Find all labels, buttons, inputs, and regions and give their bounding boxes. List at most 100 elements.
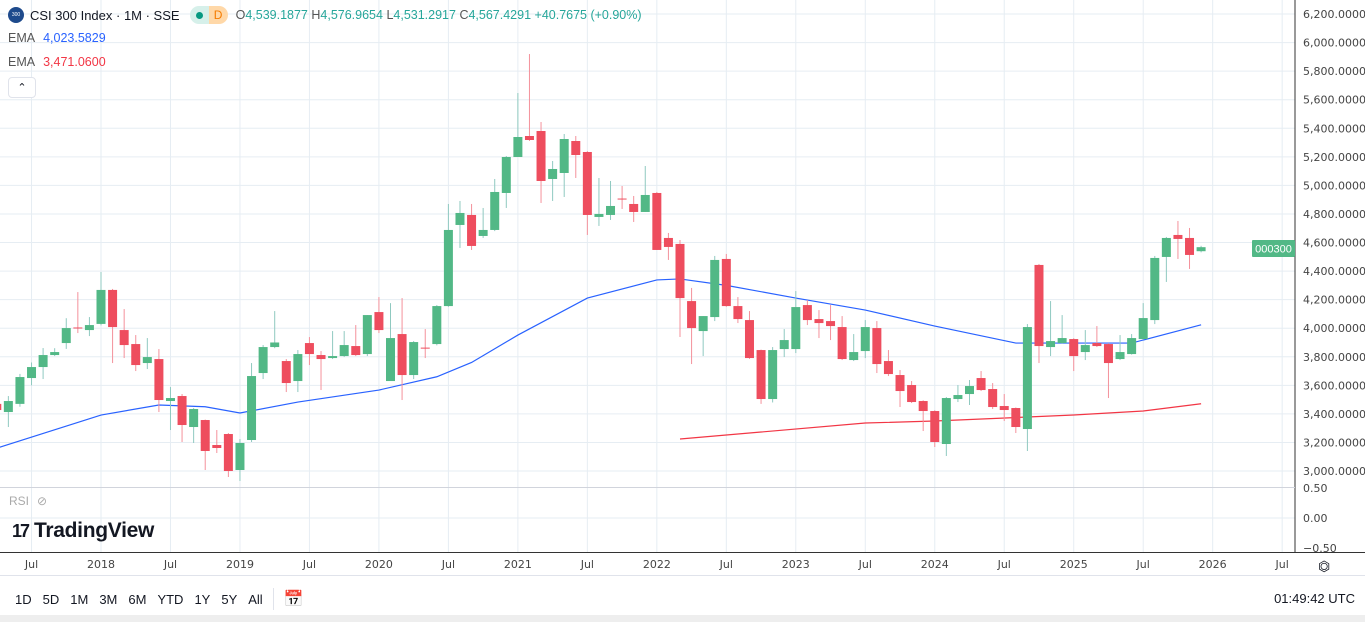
price-tick-label: 6,200.0000	[1303, 8, 1365, 21]
candle	[316, 351, 326, 391]
ema-legend-1[interactable]: EMA 4,023.5829	[8, 31, 106, 45]
symbol-title[interactable]: CSI 300 Index · 1M · SSE	[30, 7, 180, 23]
candle-body	[1138, 318, 1148, 340]
candle-body	[617, 198, 627, 200]
candle	[814, 310, 824, 339]
candle-body	[779, 340, 789, 350]
range-buttons: 1D 5D 1M 3M 6M YTD 1Y 5Y All	[15, 592, 263, 607]
eye-hidden-icon[interactable]: ⊘	[37, 494, 48, 508]
candle-body	[339, 345, 349, 357]
candle	[1138, 303, 1148, 340]
candle-body	[177, 396, 187, 426]
range-button-5y[interactable]: 5Y	[221, 591, 238, 607]
price-tick-label: 5,200.0000	[1303, 151, 1365, 164]
candle-body	[304, 343, 314, 355]
candle-body	[513, 137, 523, 157]
candle-body	[455, 212, 465, 225]
candle-body	[872, 328, 882, 365]
candle	[1057, 315, 1067, 344]
candle-body	[1127, 338, 1137, 355]
candle-body	[247, 376, 257, 441]
candle-body	[212, 445, 222, 449]
candle-body	[1046, 341, 1056, 348]
candle-body	[258, 347, 268, 374]
collapse-legend-button[interactable]: ⌃	[8, 77, 36, 98]
rsi-legend[interactable]: RSI ⊘	[9, 494, 48, 508]
candle-body	[663, 237, 673, 247]
candle	[73, 292, 83, 334]
price-tick-label: 5,600.0000	[1303, 94, 1365, 107]
range-button-5d[interactable]: 5D	[42, 591, 60, 607]
candle-body	[270, 342, 280, 348]
candle	[524, 54, 534, 141]
candle	[374, 297, 384, 334]
price-tick-label: 5,400.0000	[1303, 122, 1365, 135]
candle	[1080, 330, 1090, 361]
market-status[interactable]: D	[189, 6, 228, 24]
candle-body	[374, 312, 384, 331]
candle	[443, 203, 453, 307]
candle	[1069, 338, 1079, 372]
candle	[953, 385, 963, 403]
candle-body	[1080, 345, 1090, 353]
time-tick-label: Jul	[302, 558, 316, 571]
candle	[212, 430, 222, 454]
candle-body	[131, 344, 141, 366]
candle-body	[1185, 237, 1195, 255]
candle-body	[281, 361, 291, 384]
candle	[698, 316, 708, 357]
rsi-tick-label: 0.50	[1303, 482, 1328, 495]
candle-body	[941, 398, 951, 445]
symbol-legend: 300 CSI 300 Index · 1M · SSE D O4,539.18…	[8, 6, 642, 24]
candle	[235, 439, 245, 481]
candle	[386, 303, 395, 382]
candle-body	[895, 375, 905, 392]
candle-body	[536, 131, 546, 181]
candle	[15, 373, 25, 407]
go-to-date-icon[interactable]: 📅	[283, 591, 304, 608]
candle-body	[953, 395, 963, 400]
price-tick-label: 4,800.0000	[1303, 208, 1365, 221]
candle-body	[826, 321, 836, 327]
chart-settings-icon[interactable]: ⏣	[1318, 558, 1331, 574]
symbol-logo: 300	[8, 7, 24, 23]
candle	[432, 305, 442, 346]
candle	[362, 315, 372, 357]
candle	[177, 394, 187, 443]
candle	[165, 387, 175, 431]
range-button-1y[interactable]: 1Y	[194, 591, 211, 607]
price-axis[interactable]: 6,200.0000 6,000.0000 5,800.0000 5,600.0000…	[1303, 8, 1365, 555]
ema-legend-2[interactable]: EMA 3,471.0600	[8, 55, 106, 69]
candle-body	[559, 138, 569, 173]
chevron-up-icon: ⌃	[17, 82, 27, 94]
candle-body	[814, 319, 824, 324]
candle-body	[61, 328, 71, 344]
candle	[1092, 326, 1102, 348]
range-button-1m[interactable]: 1M	[70, 591, 89, 607]
time-axis[interactable]: Jul 2018 Jul 2019 Jul 2020 Jul 2021 Jul 2022 Jul 20…	[24, 558, 1289, 571]
candle-body	[965, 386, 974, 395]
candle	[397, 298, 407, 401]
candle-body	[154, 359, 164, 401]
range-button-1d[interactable]: 1D	[15, 591, 32, 607]
candle-body	[3, 401, 13, 413]
range-button-3m[interactable]: 3M	[99, 591, 118, 607]
toolbar-separator	[272, 588, 274, 610]
tradingview-logo[interactable]: 17 TradingView	[12, 519, 155, 542]
candle	[849, 334, 859, 362]
candle	[1034, 263, 1044, 364]
candle	[629, 195, 639, 222]
ema-line	[0, 278, 1202, 448]
range-button-all[interactable]: All	[248, 591, 263, 607]
range-button-6m[interactable]: 6M	[128, 591, 147, 607]
candle-body	[467, 214, 477, 246]
candle	[988, 383, 998, 410]
range-button-ytd[interactable]: YTD	[157, 591, 184, 607]
candle-body	[1150, 257, 1160, 321]
clock[interactable]: 01:49:42 UTC	[1274, 591, 1355, 606]
bottom-toolbar: 1D 5D 1M 3M 6M YTD 1Y 5Y All 📅 01:49:42 UTC	[0, 583, 1365, 615]
price-tick-label: 3,000.0000	[1303, 465, 1365, 478]
candle-body	[490, 191, 500, 230]
candle-body	[640, 194, 650, 212]
